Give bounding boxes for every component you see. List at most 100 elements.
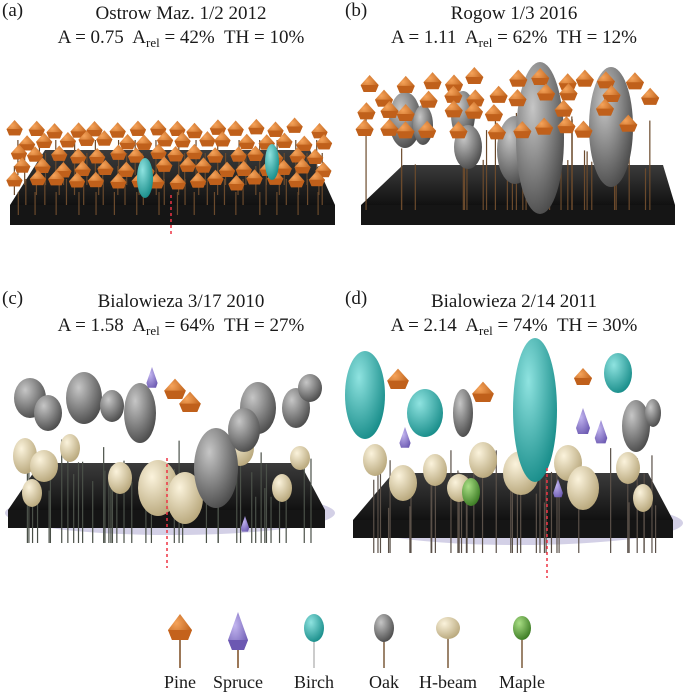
- stat-a: A = 1.11: [391, 27, 457, 48]
- pine-crown-base: [625, 82, 644, 90]
- pine-crown-base: [419, 100, 438, 108]
- legend-spruce: Spruce: [198, 610, 278, 696]
- hbeam-crown: [290, 446, 310, 470]
- panel-a: (a) Ostrow Maz. 1/2 2012 A = 0.75 Arel =…: [0, 0, 342, 290]
- panel-label: (c): [2, 288, 24, 309]
- pine-crown-base: [14, 166, 31, 173]
- pine-crown-base: [199, 140, 216, 147]
- hbeam-crown: [616, 452, 640, 484]
- birch-crown: [407, 389, 443, 437]
- pine-crown-base: [26, 155, 44, 162]
- pine-crown-base: [247, 154, 264, 161]
- pine-crown-base: [150, 152, 167, 159]
- scene-b: [355, 62, 675, 225]
- birch-crown: [604, 353, 632, 393]
- stat-th: TH = 27%: [223, 315, 305, 336]
- pine-crown-base: [396, 85, 415, 93]
- pine-crown-base: [46, 132, 63, 139]
- hbeam-crown: [272, 474, 292, 502]
- legend-label: H-beam: [419, 672, 477, 692]
- pine-crown-base: [246, 178, 263, 185]
- pine-crown-base: [51, 154, 68, 161]
- pine-crown-base: [294, 167, 311, 174]
- maple-crown: [462, 478, 480, 506]
- pine-crown-base: [78, 139, 95, 146]
- pine-crown-base: [380, 110, 399, 118]
- pine-crown-base: [574, 378, 592, 385]
- panel-label: (d): [345, 288, 368, 309]
- legend-pine: Pine: [140, 610, 220, 696]
- hbeam-crown: [389, 465, 417, 501]
- pine-crown-base: [150, 128, 167, 136]
- scene-d: [345, 338, 683, 578]
- pine-crown-base: [174, 140, 191, 148]
- birch-crown: [345, 351, 385, 439]
- pine-crown-base: [10, 153, 28, 160]
- pine-crown-base: [619, 124, 638, 132]
- pine-crown-base: [238, 142, 255, 150]
- pine-crown-base: [127, 156, 145, 163]
- stat-arel-prefix: A: [464, 27, 479, 48]
- pine-crown-base: [110, 182, 127, 189]
- spruce-crown: [594, 420, 608, 444]
- stat-arel-sub: rel: [146, 35, 160, 50]
- pine-crown-base: [575, 79, 594, 87]
- pine-crown-base: [228, 184, 245, 191]
- pine-crown-base: [167, 155, 184, 162]
- pine-crown-base: [396, 131, 415, 139]
- pine-crown-base: [315, 143, 333, 150]
- legend-maple: Maple: [482, 610, 562, 696]
- spruce-crown: [576, 408, 590, 434]
- pine-crown-base: [423, 82, 442, 90]
- pine-crown-base: [602, 94, 621, 102]
- pine-crown-base: [267, 178, 284, 185]
- stat-arel-value: = 42%: [164, 27, 215, 48]
- pine-crown-base: [186, 131, 203, 139]
- legend-label: Oak: [369, 672, 399, 692]
- pine-crown-base: [189, 181, 207, 188]
- plot-ground-side: [10, 205, 335, 225]
- panel-stats: A = 1.11 Arel = 62% TH = 12%: [343, 26, 685, 50]
- pine-crown-base: [186, 152, 203, 160]
- pine-crown-base: [179, 165, 196, 172]
- spruce-icon: [228, 612, 248, 668]
- oak-crown: [298, 374, 322, 402]
- pine-crown-base: [109, 131, 126, 138]
- panel-title: Rogow 1/3 2016: [450, 3, 578, 24]
- legend-label: Pine: [163, 672, 196, 692]
- panel-stats: A = 1.58 Arel = 64% TH = 27%: [0, 314, 342, 338]
- pine-crown-base: [537, 93, 556, 101]
- pine-crown-base: [513, 131, 532, 139]
- pine-crown-base: [387, 380, 409, 389]
- pine-crown-base: [89, 157, 106, 164]
- legend-hbeam: H-beam: [408, 610, 488, 696]
- pine-crown-base: [207, 178, 224, 185]
- pine-crown-base: [28, 129, 45, 137]
- pine-crown-base: [195, 166, 212, 173]
- pine-crown-base: [110, 153, 127, 160]
- birch-crown: [513, 338, 557, 482]
- oak-crown: [124, 383, 156, 443]
- hbeam-crown: [22, 479, 42, 507]
- pine-crown-base: [36, 141, 53, 149]
- pine-crown-base: [230, 155, 247, 162]
- pine-crown-base: [129, 129, 147, 136]
- pine-crown-base: [559, 93, 578, 101]
- pine-crown-base: [235, 169, 252, 176]
- legend-birch: Birch: [274, 610, 354, 696]
- pine-crown-base: [360, 84, 379, 92]
- pine-icon: [168, 614, 192, 668]
- pine-crown-base: [595, 108, 614, 116]
- pine-crown-base: [214, 140, 231, 147]
- pine-crown-base: [267, 130, 284, 137]
- oak-crown: [66, 372, 102, 424]
- pine-crown-base: [59, 141, 76, 148]
- birch-crown: [265, 144, 279, 180]
- scene-c: [5, 367, 335, 568]
- hbeam-crown: [363, 444, 387, 476]
- stat-arel-prefix: A: [465, 315, 479, 336]
- stat-arel-sub: rel: [479, 323, 493, 338]
- pine-crown-base: [641, 97, 660, 105]
- plot-ground: [361, 165, 675, 205]
- pine-crown-base: [308, 179, 326, 187]
